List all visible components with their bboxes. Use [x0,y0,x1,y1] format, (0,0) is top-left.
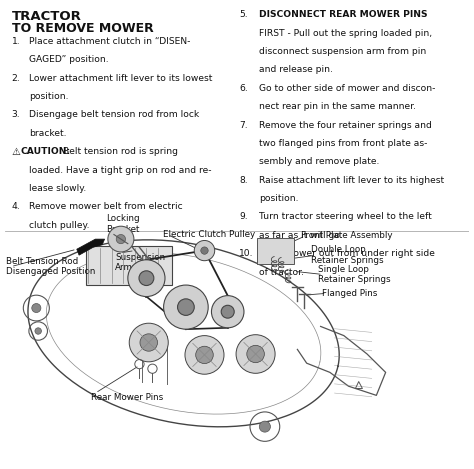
Circle shape [236,335,275,373]
FancyBboxPatch shape [257,238,294,264]
Text: 1.: 1. [12,37,20,46]
Circle shape [32,303,41,312]
Text: nect rear pin in the same manner.: nect rear pin in the same manner. [259,102,416,111]
Circle shape [128,260,165,296]
Text: 8.: 8. [239,176,248,185]
Text: Suspension
Arms: Suspension Arms [115,253,165,272]
Text: FIRST - Pull out the spring loaded pin,: FIRST - Pull out the spring loaded pin, [259,29,432,38]
Text: Electric Clutch Pulley: Electric Clutch Pulley [163,230,255,239]
Circle shape [178,299,194,315]
Text: Slide mower out from under right side: Slide mower out from under right side [259,249,435,258]
Circle shape [140,334,157,351]
Text: 2.: 2. [12,74,20,83]
Text: 6.: 6. [239,84,248,93]
Circle shape [201,247,208,254]
Text: Flanged Pins: Flanged Pins [322,289,377,298]
Text: 3.: 3. [12,110,20,120]
Text: of tractor.: of tractor. [259,268,304,277]
Text: Disengage belt tension rod from lock: Disengage belt tension rod from lock [29,110,200,120]
Text: CAUTION:: CAUTION: [20,147,70,156]
Text: Belt Tension Rod
Disengaged Position: Belt Tension Rod Disengaged Position [6,257,95,276]
Circle shape [129,323,168,362]
Text: as far as it will go.: as far as it will go. [259,231,343,240]
Text: Raise attachment lift lever to its highest: Raise attachment lift lever to its highe… [259,176,444,185]
Circle shape [164,285,208,329]
Text: Remove the four retainer springs and: Remove the four retainer springs and [259,121,432,129]
Text: position.: position. [259,194,298,203]
Text: Front Plate Assembly: Front Plate Assembly [301,231,392,241]
Circle shape [259,421,271,432]
Text: 4.: 4. [12,202,20,212]
Text: DISCONNECT REAR MOWER PINS: DISCONNECT REAR MOWER PINS [259,10,428,19]
Text: TRACTOR: TRACTOR [12,10,82,23]
Text: loaded. Have a tight grip on rod and re-: loaded. Have a tight grip on rod and re- [29,166,212,174]
Text: Lower attachment lift lever to its lowest: Lower attachment lift lever to its lowes… [29,74,213,83]
Text: Go to other side of mower and discon-: Go to other side of mower and discon- [259,84,435,93]
Text: GAGED” position.: GAGED” position. [29,55,109,64]
Text: Place attachment clutch in “DISEN-: Place attachment clutch in “DISEN- [29,37,191,46]
Circle shape [185,336,224,374]
Text: and release pin.: and release pin. [259,65,333,75]
Text: sembly and remove plate.: sembly and remove plate. [259,157,379,166]
Text: Rear Mower Pins: Rear Mower Pins [91,393,163,402]
Text: 7.: 7. [239,121,248,129]
Text: Single Loop
Retainer Springs: Single Loop Retainer Springs [319,265,391,284]
Text: TO REMOVE MOWER: TO REMOVE MOWER [12,22,154,35]
Text: 5.: 5. [239,10,248,19]
Polygon shape [77,239,105,255]
Text: 9.: 9. [239,212,248,221]
Circle shape [139,271,154,286]
Circle shape [247,345,264,363]
Text: Locking
Bracket: Locking Bracket [106,214,140,234]
Text: two flanged pins from front plate as-: two flanged pins from front plate as- [259,139,427,148]
Text: Double Loop
Retainer Springs: Double Loop Retainer Springs [311,245,384,265]
Text: clutch pulley.: clutch pulley. [29,221,90,230]
FancyBboxPatch shape [86,246,172,285]
Text: lease slowly.: lease slowly. [29,184,87,193]
Text: Remove mower belt from electric: Remove mower belt from electric [29,202,183,212]
Text: 10.: 10. [239,249,254,258]
Circle shape [211,295,244,328]
Text: ⚠: ⚠ [12,147,20,157]
Circle shape [196,346,213,363]
Circle shape [35,328,41,334]
Text: bracket.: bracket. [29,129,67,138]
Circle shape [116,234,126,244]
Text: disconnect suspension arm from pin: disconnect suspension arm from pin [259,47,426,56]
Text: position.: position. [29,92,69,101]
Circle shape [221,305,234,318]
Circle shape [108,226,134,252]
Circle shape [194,241,215,261]
Text: Belt tension rod is spring: Belt tension rod is spring [63,147,178,156]
Text: Turn tractor steering wheel to the left: Turn tractor steering wheel to the left [259,212,432,221]
